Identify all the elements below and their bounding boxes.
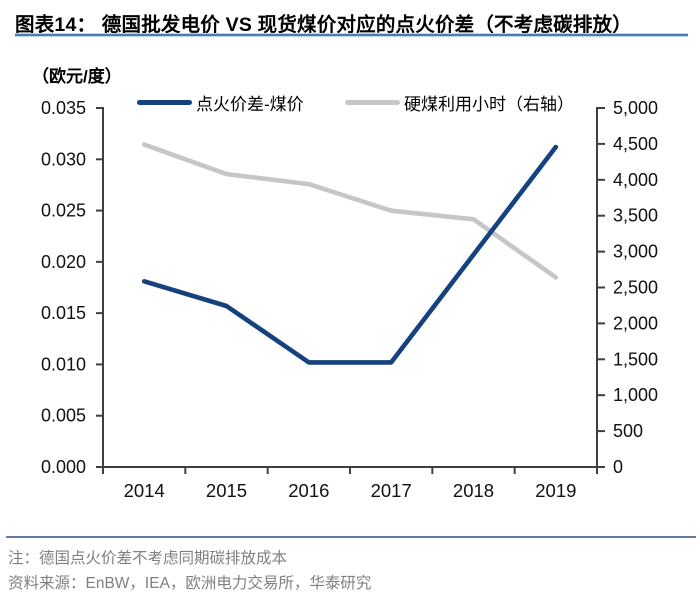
title-underline — [15, 34, 688, 36]
right-axis-tick-label: 0 — [613, 457, 623, 477]
left-axis-tick-label: 0.030 — [41, 149, 86, 169]
chart-source: 资料来源：EnBW，IEA，欧洲电力交易所，华泰研究 — [8, 575, 372, 592]
left-axis-tick-label: 0.025 — [41, 201, 86, 221]
right-axis-tick-label: 4,500 — [613, 134, 658, 154]
right-axis-tick-label: 4,000 — [613, 170, 658, 190]
x-axis-category-label: 2017 — [371, 480, 412, 501]
legend-line-swatch-blue — [137, 100, 192, 105]
chart-note: 注：德国点火价差不考虑同期碳排放成本 — [8, 550, 288, 567]
series-line-1 — [141, 142, 559, 280]
x-axis-category-label: 2019 — [535, 480, 576, 501]
left-axis-tick-label: 0.010 — [41, 354, 86, 374]
right-axis-tick-label: 2,000 — [613, 313, 658, 333]
x-axis-category-label: 2016 — [288, 480, 329, 501]
right-axis-tick-label: 1,500 — [613, 349, 658, 369]
x-axis-category-label: 2014 — [124, 480, 165, 501]
right-axis-tick-label: 5,000 — [613, 98, 658, 118]
right-axis-tick-label: 3,500 — [613, 206, 658, 226]
left-axis-tick-label: 0.015 — [41, 303, 86, 323]
x-axis-category-label: 2015 — [206, 480, 247, 501]
left-axis-tick-label: 0.005 — [41, 406, 86, 426]
left-axis-tick-label: 0.035 — [41, 98, 86, 118]
footer-rule — [6, 536, 696, 538]
right-axis-tick-label: 3,000 — [613, 242, 658, 262]
legend-label-coal-hours: 硬煤利用小时（右轴） — [404, 95, 574, 114]
series-line-0 — [141, 144, 559, 365]
right-axis-tick-label: 1,000 — [613, 385, 658, 405]
legend-label-spark-spread: 点火价差-煤价 — [196, 95, 304, 114]
figure-title: 图表14： 德国批发电价 VS 现货煤价对应的点火价差（不考虑碳排放） — [15, 14, 632, 36]
left-axis-tick-label: 0.000 — [41, 457, 86, 477]
right-axis-tick-label: 500 — [613, 421, 643, 441]
legend-line-swatch-gray — [345, 100, 400, 105]
right-axis-tick-label: 2,500 — [613, 278, 658, 298]
x-axis-category-label: 2018 — [453, 480, 494, 501]
y-axis-unit-label: （欧元/度） — [32, 67, 122, 86]
left-axis-tick-label: 0.020 — [41, 252, 86, 272]
